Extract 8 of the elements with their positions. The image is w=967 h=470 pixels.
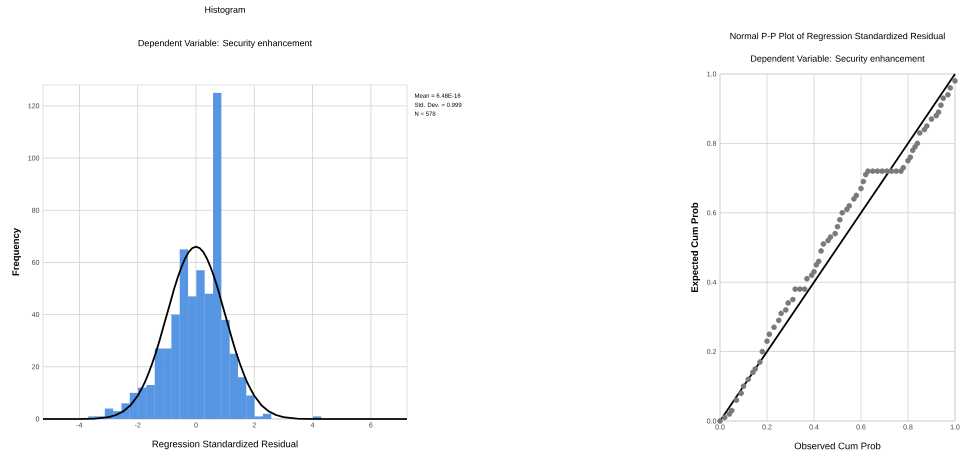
x-axis-title: Observed Cum Prob: [794, 442, 880, 450]
chart-title: Normal P-P Plot of Regression Standardized Residual: [730, 32, 945, 41]
chart-subtitle: Dependent Variable: Security enhancement: [138, 40, 312, 48]
x-axis-title: Regression Standardized Residual: [152, 440, 298, 450]
chart-title: Histogram: [205, 6, 245, 15]
chart-subtitle: Dependent Variable: Security enhancement: [751, 55, 925, 64]
y-axis-title: Frequency: [12, 228, 21, 276]
y-axis-title: Expected Cum Prob: [691, 202, 700, 292]
